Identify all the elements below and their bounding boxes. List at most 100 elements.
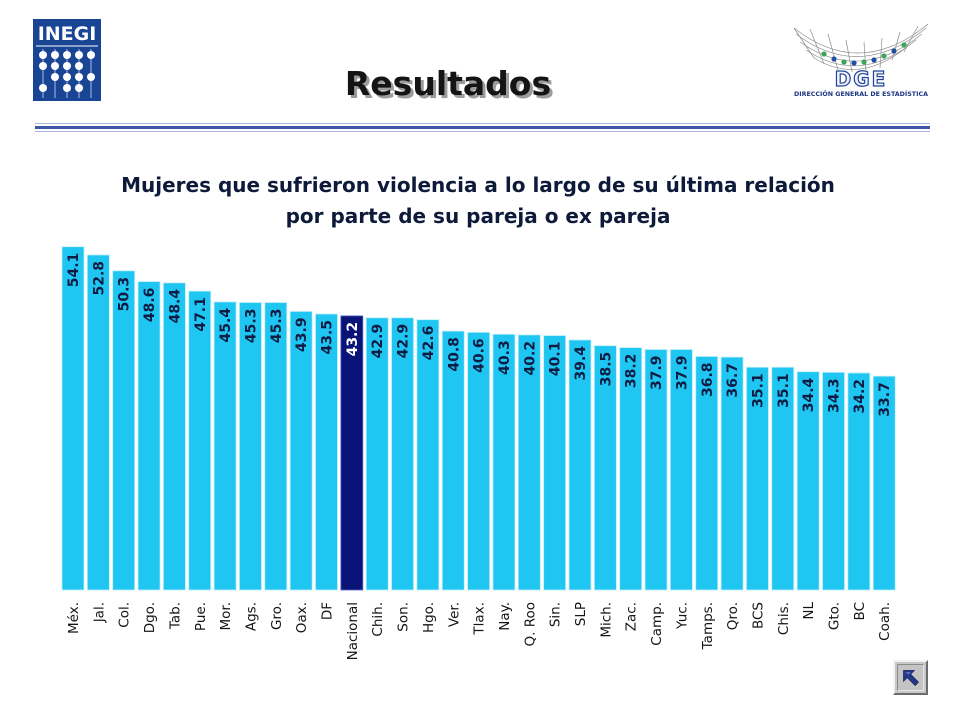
value-label-hgo: 42.6 [421,326,437,361]
value-label-pue: 47.1 [193,297,209,332]
category-label-yuc: Yuc. [674,602,690,630]
category-label-tamps: Tamps. [700,602,716,650]
value-label-sin: 40.1 [548,342,564,377]
value-label-chis: 35.1 [776,373,792,408]
bar-gro [264,302,288,591]
bar-chis [771,366,795,591]
bar-nacional [340,315,364,591]
chart-title: Mujeres que sufrieron violencia a lo lar… [0,170,956,232]
bar-oax [289,311,313,591]
category-label-coah: Coah. [877,602,893,641]
return-button[interactable] [893,660,928,695]
category-label-tlax: Tlax. [472,602,488,636]
category-label-camp: Camp. [649,602,665,646]
value-label-tab: 48.4 [167,289,183,324]
category-label-df: DF [320,602,336,620]
value-label-nacional: 43.2 [345,322,361,357]
bar-zac [619,347,643,591]
value-label-coah: 33.7 [877,382,893,417]
category-label-sin: Sin. [548,602,564,627]
bar-camp [644,349,668,591]
bar-tab [162,282,186,591]
category-label-q-roo: Q. Roo [522,602,538,647]
bar-dgo [137,281,161,591]
category-label-col: Col. [117,602,133,628]
bar-q-roo [517,334,541,591]
value-label-jal: 52.8 [91,261,107,296]
value-label-df: 43.5 [320,320,336,355]
value-label-tlax: 40.6 [472,338,488,373]
bar-sin [543,335,567,591]
category-label-tab: Tab. [167,602,183,630]
category-label-mex: Méx. [66,602,82,634]
bar-col [112,270,136,591]
bar-nl [796,371,820,591]
bar-pue [188,290,212,591]
category-label-jal: Jal. [91,602,107,623]
header-rule-middle [35,126,930,129]
header-rule-bottom [35,131,930,132]
value-label-q-roo: 40.2 [522,341,538,376]
bar-mor [213,301,237,591]
dge-logo: DGE DIRECCIÓN GENERAL DE ESTADÍSTICA [793,23,929,98]
category-label-gro: Gro. [269,602,285,630]
bar-chart-svg: 54.1 52.8 50.3 48.6 48.4 47.1 45.4 45.3 45.3 43.9… [61,246,896,661]
page-title: Resultados [344,64,552,103]
category-label-qro: Qro. [725,602,741,630]
category-labels-group: Méx. Jal. Col. Dgo. Tab. Pue. Mor. Ags. Gro. Oax.… [66,602,893,661]
category-label-oax: Oax. [294,602,310,633]
value-label-tamps: 36.8 [700,362,716,397]
value-label-nl: 34.4 [801,377,817,412]
bars-group [61,246,896,591]
category-label-mor: Mor. [218,602,234,631]
header-rule-top [35,123,930,124]
bar-mich [593,345,617,591]
chart-title-line-2: por parte de su pareja o ex pareja [285,204,671,228]
return-button-frame [897,664,924,691]
dge-logo-text: DGE [835,67,888,91]
inegi-logo-text: INEGI [38,23,97,45]
bar-nay [492,333,516,591]
category-label-hgo: Hgo. [421,602,437,633]
category-label-slp: SLP [573,602,589,626]
category-label-chih: Chih. [370,602,386,637]
value-label-gto: 34.3 [827,378,843,413]
value-label-slp: 39.4 [573,346,589,381]
chart-title-line-1: Mujeres que sufrieron violencia a lo lar… [121,173,835,197]
value-label-bc: 34.2 [852,379,868,414]
value-label-gro: 45.3 [269,309,285,344]
category-label-pue: Pue. [193,602,209,631]
value-label-qro: 36.7 [725,363,741,398]
category-label-nay: Nay. [497,602,513,631]
value-label-zac: 38.2 [624,354,640,389]
bar-df [315,313,338,591]
bar-hgo [416,319,440,591]
bar-slp [568,339,592,591]
value-label-ags: 45.3 [243,309,259,344]
category-label-mich: Mich. [598,602,614,638]
category-label-ags: Ags. [243,602,259,631]
value-label-son: 42.9 [396,324,412,359]
bar-ags [239,302,262,591]
value-label-nay: 40.3 [497,340,513,375]
value-label-yuc: 37.9 [674,356,690,391]
value-label-dgo: 48.6 [142,288,158,323]
value-label-oax: 43.9 [294,317,310,352]
category-label-ver: Ver. [446,602,462,627]
category-label-gto: Gto. [827,602,843,630]
category-label-dgo: Dgo. [142,602,158,633]
bar-chih [365,317,389,591]
bar-ver [441,330,465,591]
value-label-col: 50.3 [117,277,133,312]
value-label-ver: 40.8 [446,337,462,372]
bar-yuc [670,349,693,591]
value-label-bcs: 35.1 [750,373,766,408]
value-label-mich: 38.5 [598,352,614,387]
category-label-nacional: Nacional [345,602,361,660]
dge-logo-subtitle: DIRECCIÓN GENERAL DE ESTADÍSTICA [794,89,928,98]
bar-bc [847,372,871,591]
category-label-son: Son. [396,602,412,632]
bar-qro [720,356,744,591]
bar-coah [872,375,896,591]
